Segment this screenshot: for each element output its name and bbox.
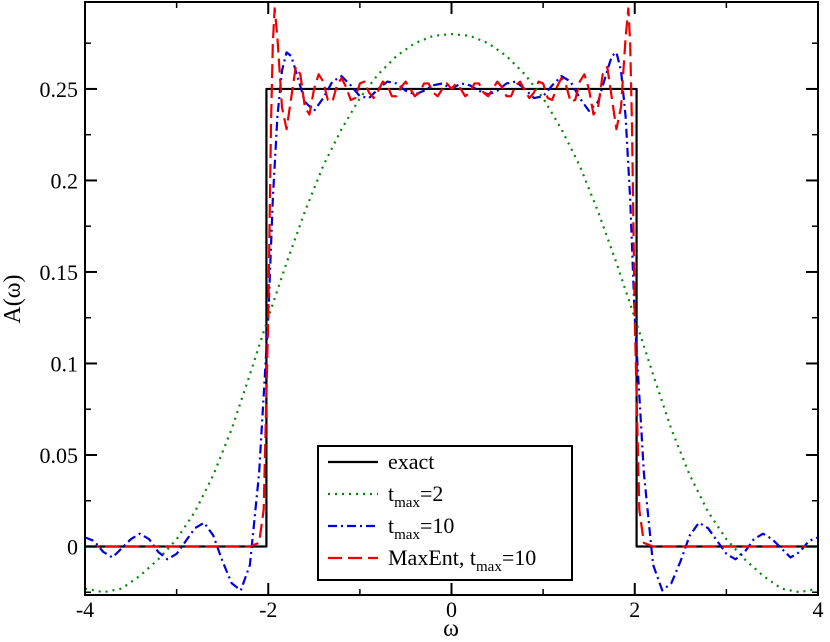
series-line-1: [85, 32, 818, 594]
legend-label-1: tmax=2: [388, 481, 443, 511]
y-tick-label: 0.2: [51, 168, 79, 193]
legend-label-2: tmax=10: [388, 513, 454, 543]
y-axis-label: A(ω): [0, 274, 26, 323]
x-tick-label: 0: [446, 597, 457, 622]
x-axis-ticks: -4 -2 0 2 4: [76, 2, 824, 622]
x-tick-label: 2: [629, 597, 640, 622]
y-tick-label: 0.15: [40, 260, 79, 285]
y-tick-label: 0.05: [40, 443, 79, 468]
y-tick-label: 0: [67, 534, 78, 559]
series-layer: [85, 7, 818, 594]
x-tick-label: -4: [76, 597, 94, 622]
legend-label-0: exact: [388, 449, 434, 474]
y-tick-label: 0.25: [40, 77, 79, 102]
series-line-3: [85, 7, 818, 548]
y-tick-label: 0.1: [51, 351, 79, 376]
x-tick-label: 4: [813, 597, 824, 622]
x-tick-label: -2: [259, 597, 277, 622]
legend-label-3: MaxEnt, tmax=10: [388, 545, 536, 575]
x-axis-label: ω: [443, 616, 459, 642]
y-axis-ticks: 0 0.05 0.1 0.15 0.2 0.25: [40, 42, 818, 594]
